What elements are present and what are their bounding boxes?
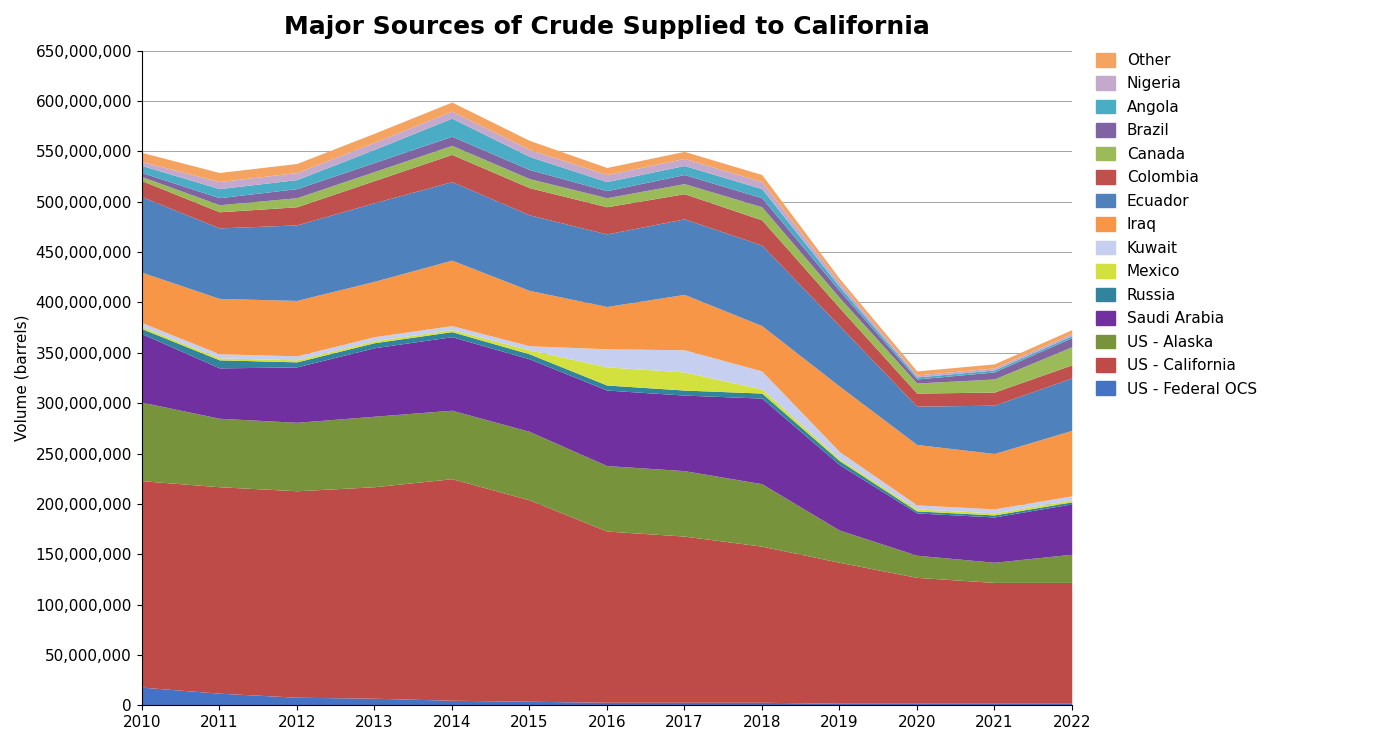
- Legend: Other, Nigeria, Angola, Brazil, Canada, Colombia, Ecuador, Iraq, Kuwait, Mexico,: Other, Nigeria, Angola, Brazil, Canada, …: [1088, 45, 1264, 405]
- Title: Major Sources of Crude Supplied to California: Major Sources of Crude Supplied to Calif…: [284, 15, 930, 39]
- Y-axis label: Volume (barrels): Volume (barrels): [15, 314, 30, 441]
